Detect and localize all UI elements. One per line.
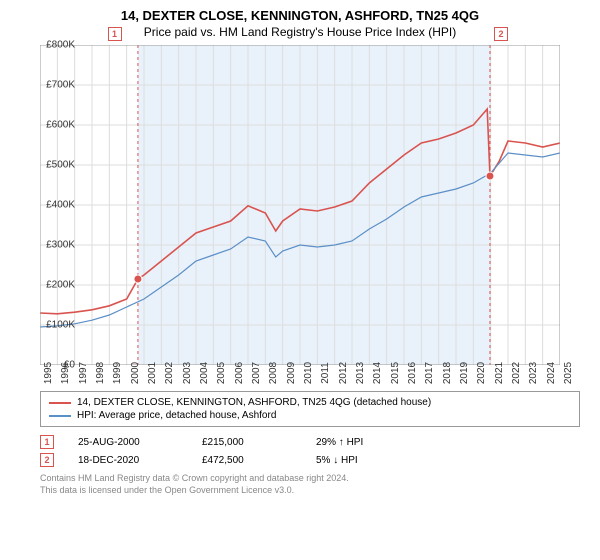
x-tick-label: 2001: [147, 362, 158, 384]
footer: Contains HM Land Registry data © Crown c…: [40, 473, 580, 496]
legend-item: HPI: Average price, detached house, Ashf…: [49, 409, 571, 422]
x-tick-label: 1997: [78, 362, 89, 384]
footer-line1: Contains HM Land Registry data © Crown c…: [40, 473, 580, 485]
x-tick-label: 2004: [199, 362, 210, 384]
y-tick-label: £700K: [46, 80, 75, 91]
x-tick-label: 2012: [338, 362, 349, 384]
annotation-id: 2: [40, 453, 54, 467]
chart-container: 14, DEXTER CLOSE, KENNINGTON, ASHFORD, T…: [0, 0, 600, 560]
chart-svg: [40, 45, 560, 365]
annotation-id: 1: [40, 435, 54, 449]
legend-label: 14, DEXTER CLOSE, KENNINGTON, ASHFORD, T…: [77, 397, 431, 408]
annotation-row: 2 18-DEC-2020 £472,500 5% ↓ HPI: [40, 451, 580, 469]
x-tick-label: 2009: [286, 362, 297, 384]
x-tick-label: 2023: [528, 362, 539, 384]
annotation-marker: 1: [108, 27, 122, 41]
x-tick-label: 2015: [390, 362, 401, 384]
y-tick-label: £400K: [46, 200, 75, 211]
chart-subtitle: Price paid vs. HM Land Registry's House …: [0, 23, 600, 45]
legend-swatch: [49, 402, 71, 404]
x-tick-label: 2011: [320, 362, 331, 384]
annotation-diff: 5% ↓ HPI: [316, 455, 358, 466]
annotation-price: £215,000: [202, 437, 292, 448]
x-tick-label: 2019: [459, 362, 470, 384]
x-tick-label: 2006: [234, 362, 245, 384]
y-tick-label: £300K: [46, 240, 75, 251]
annotation-date: 25-AUG-2000: [78, 437, 178, 448]
legend-item: 14, DEXTER CLOSE, KENNINGTON, ASHFORD, T…: [49, 396, 571, 409]
x-tick-label: 2017: [424, 362, 435, 384]
annotation-date: 18-DEC-2020: [78, 455, 178, 466]
x-tick-label: 2024: [546, 362, 557, 384]
x-tick-label: 2003: [182, 362, 193, 384]
legend: 14, DEXTER CLOSE, KENNINGTON, ASHFORD, T…: [40, 391, 580, 427]
x-tick-label: 2007: [251, 362, 262, 384]
annotation-marker: 2: [494, 27, 508, 41]
chart-area: £0£100K£200K£300K£400K£500K£600K£700K£80…: [40, 45, 600, 385]
footer-line2: This data is licensed under the Open Gov…: [40, 485, 580, 497]
annotation-price: £472,500: [202, 455, 292, 466]
x-tick-label: 1998: [95, 362, 106, 384]
x-tick-label: 2020: [476, 362, 487, 384]
x-tick-label: 1995: [43, 362, 54, 384]
x-tick-label: 2018: [442, 362, 453, 384]
y-tick-label: £600K: [46, 120, 75, 131]
y-tick-label: £500K: [46, 160, 75, 171]
x-tick-label: 2016: [407, 362, 418, 384]
x-tick-label: 2002: [164, 362, 175, 384]
legend-swatch: [49, 415, 71, 417]
x-tick-label: 2000: [130, 362, 141, 384]
annotation-row: 1 25-AUG-2000 £215,000 29% ↑ HPI: [40, 433, 580, 451]
y-tick-label: £200K: [46, 280, 75, 291]
x-tick-label: 2022: [511, 362, 522, 384]
x-tick-label: 2025: [563, 362, 574, 384]
y-tick-label: £800K: [46, 40, 75, 51]
y-tick-label: £100K: [46, 320, 75, 331]
x-tick-label: 2013: [355, 362, 366, 384]
annotation-diff: 29% ↑ HPI: [316, 437, 363, 448]
x-tick-label: 2014: [372, 362, 383, 384]
x-tick-label: 2010: [303, 362, 314, 384]
legend-label: HPI: Average price, detached house, Ashf…: [77, 410, 276, 421]
x-tick-label: 1996: [60, 362, 71, 384]
x-tick-label: 2005: [216, 362, 227, 384]
chart-title: 14, DEXTER CLOSE, KENNINGTON, ASHFORD, T…: [0, 0, 600, 23]
annotation-table: 1 25-AUG-2000 £215,000 29% ↑ HPI 2 18-DEC-202…: [40, 433, 580, 469]
x-tick-label: 2021: [494, 362, 505, 384]
x-tick-label: 1999: [112, 362, 123, 384]
x-tick-label: 2008: [268, 362, 279, 384]
